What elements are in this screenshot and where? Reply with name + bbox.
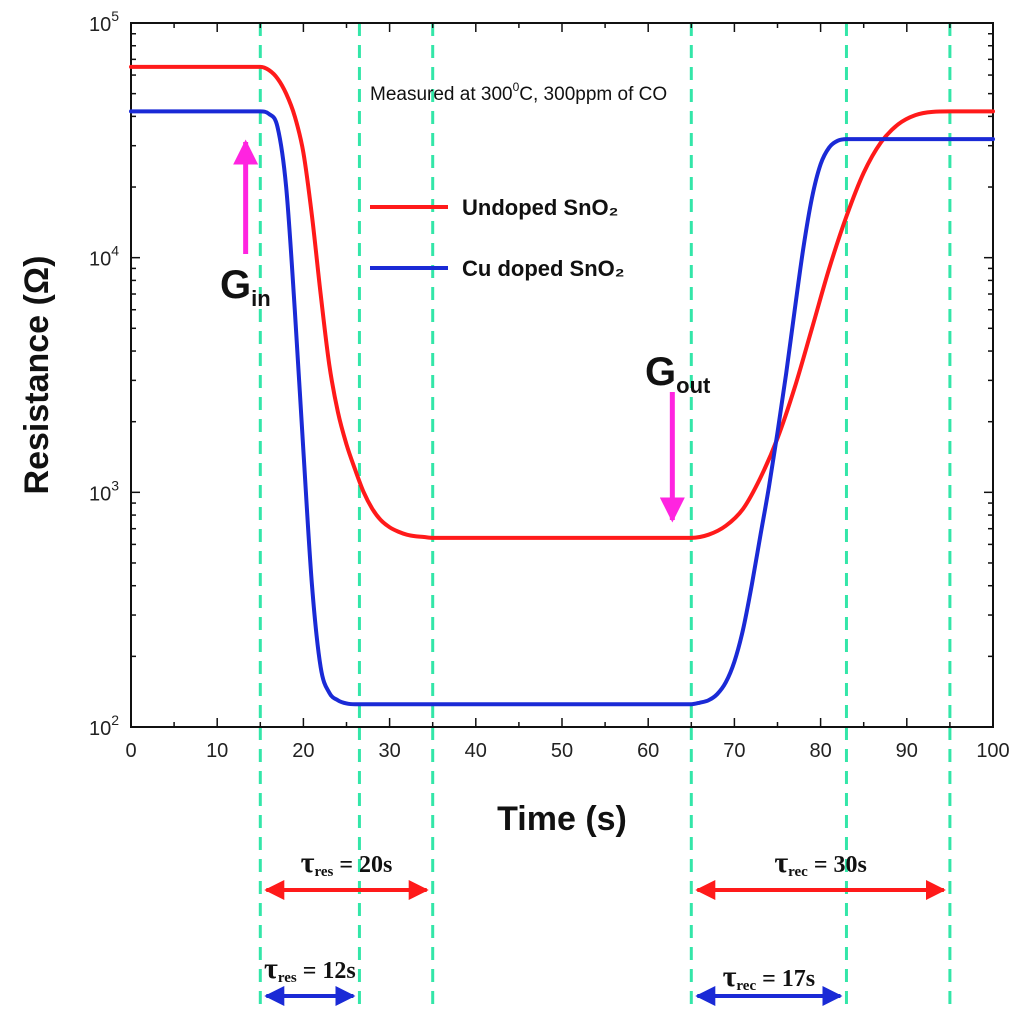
y-tick-label: 104 [89, 243, 119, 271]
y-tick-label: 103 [89, 477, 119, 505]
legend-label-0: Undoped SnO₂ [462, 195, 618, 220]
interval-label-2: τrec = 30s [774, 846, 867, 880]
x-tick-label: 10 [206, 740, 228, 762]
interval-label-0: τres = 20s [301, 846, 393, 880]
x-tick-label: 20 [292, 740, 314, 762]
guide-lines [258, 23, 952, 1012]
x-tick-label: 70 [723, 740, 745, 762]
x-tick-label: 100 [976, 740, 1009, 762]
x-tick-label: 0 [125, 740, 136, 762]
x-tick-label: 80 [809, 740, 831, 762]
interval-label-3: τrec = 17s [723, 960, 816, 994]
legend-label-1: Cu doped SnO₂ [462, 256, 625, 281]
chart-labels: Time (s) Resistance (Ω) Measured at 3000C,… [18, 80, 711, 838]
interval-arrows: τres = 20s τres = 12s τrec = 30s τrec = 17s [264, 846, 946, 1006]
x-tick-label: 40 [465, 740, 487, 762]
series-line-1 [129, 109, 995, 707]
x-tick-label: 60 [637, 740, 659, 762]
axis-ticks: 0 10 20 30 40 50 60 70 80 90 100 105 104 103 102 [89, 8, 1010, 762]
x-axis-title: Time (s) [497, 800, 627, 838]
y-tick-label: 102 [89, 712, 119, 740]
gas-in-label: Gin [220, 263, 271, 311]
x-tick-label: 30 [378, 740, 400, 762]
x-tick-label: 50 [551, 740, 573, 762]
y-tick-label: 105 [89, 8, 119, 36]
gas-out-label: Gout [645, 350, 711, 398]
y-axis-title: Resistance (Ω) [18, 256, 56, 495]
data-series [129, 64, 995, 707]
x-tick-label: 90 [896, 740, 918, 762]
series-line-0 [129, 64, 995, 540]
interval-label-1: τres = 12s [264, 952, 356, 986]
measurement-note: Measured at 3000C, 300ppm of CO [370, 80, 667, 105]
